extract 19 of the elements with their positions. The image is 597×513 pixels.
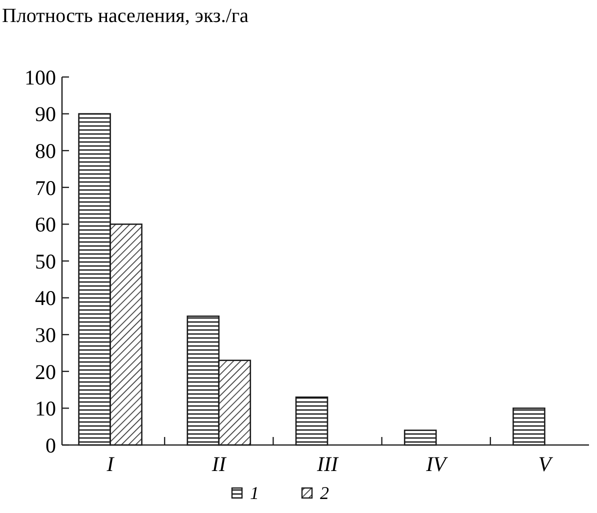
x-tick-label: I	[106, 452, 115, 476]
y-tick-label: 100	[24, 65, 56, 90]
y-tick-label: 50	[35, 249, 56, 274]
legend-label: 1	[250, 483, 259, 503]
y-tick-label: 0	[46, 433, 56, 458]
x-tick-label: III	[316, 452, 339, 476]
y-tick-label: 30	[35, 322, 56, 347]
y-tick-label: 80	[35, 138, 56, 163]
y-tick-label: 10	[35, 396, 56, 421]
y-axis-title: Плотность населения, экз./га	[2, 5, 249, 27]
y-tick-label: 40	[35, 286, 56, 310]
x-tick-label: II	[210, 452, 227, 476]
x-tick-label: V	[538, 452, 554, 476]
legend-label: 2	[320, 483, 329, 503]
y-tick-label: 60	[35, 212, 56, 237]
y-tick-label: 70	[35, 176, 56, 200]
x-tick-label: IV	[425, 452, 448, 476]
y-tick-label: 20	[35, 360, 56, 384]
y-tick-label: 90	[35, 102, 56, 126]
